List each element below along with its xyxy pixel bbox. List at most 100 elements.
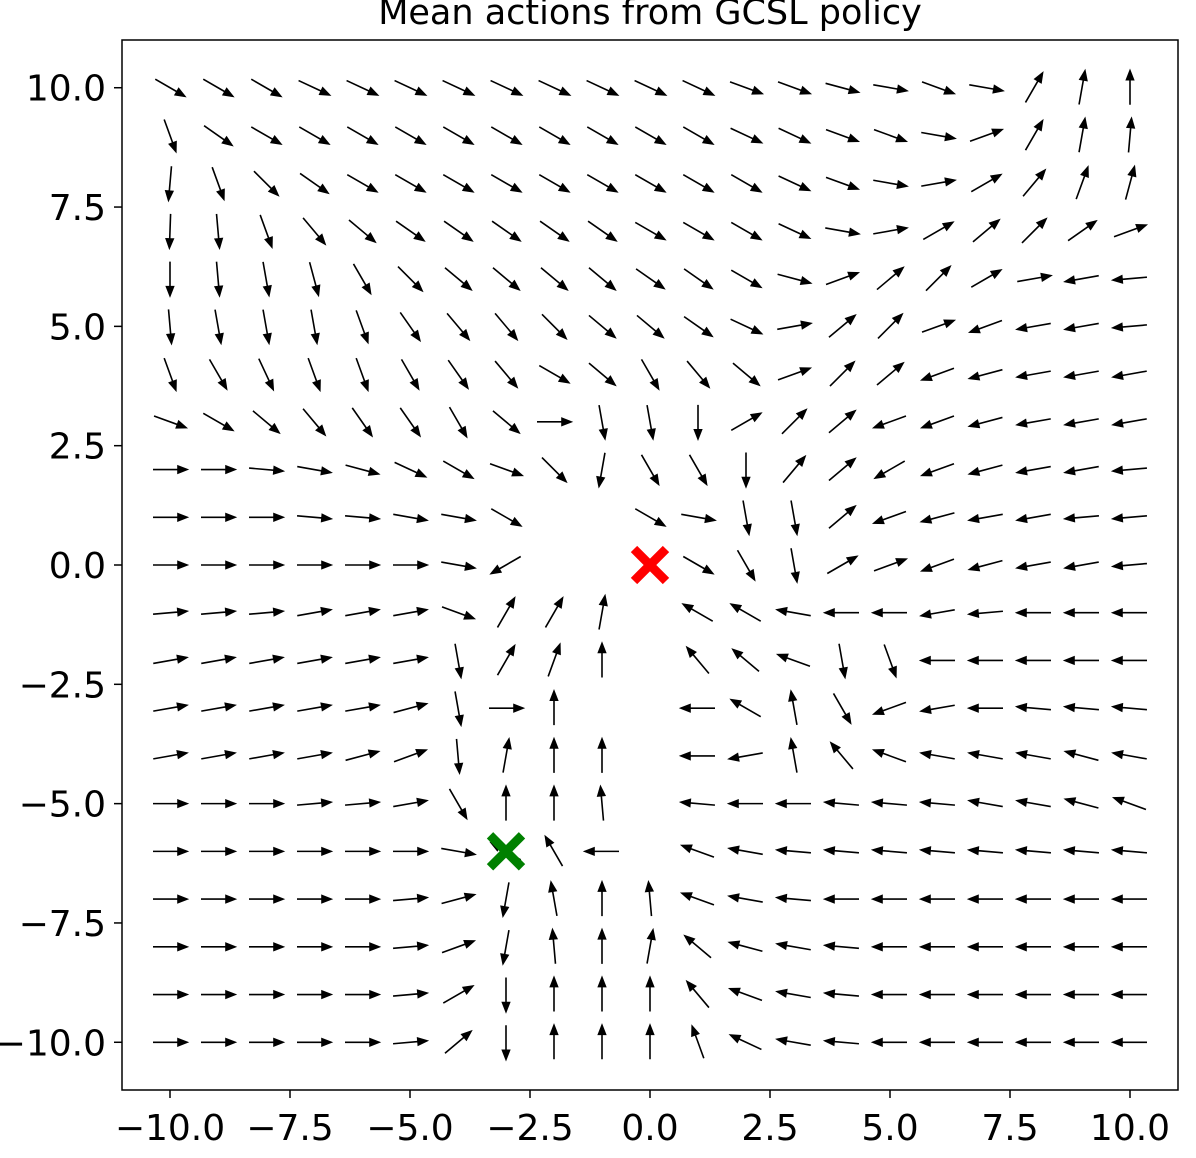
arrow — [249, 989, 286, 1000]
arrow — [686, 360, 711, 389]
arrow — [825, 271, 861, 286]
arrow — [201, 846, 238, 857]
arrow — [873, 558, 909, 572]
arrow — [441, 513, 477, 524]
arrow — [775, 988, 811, 999]
arrow — [1062, 702, 1100, 713]
arrow — [297, 846, 334, 857]
arrow — [208, 358, 228, 391]
arrow — [596, 784, 607, 821]
arrow — [685, 979, 710, 1009]
x-tick-label: 2.5 — [741, 1108, 798, 1149]
arrow — [201, 894, 238, 904]
arrow — [634, 221, 667, 241]
arrow — [262, 309, 272, 346]
arrow — [297, 750, 333, 760]
arrow — [597, 927, 607, 964]
x-tick-label: −7.5 — [246, 1108, 333, 1149]
arrow — [597, 975, 607, 1012]
arrow — [790, 548, 800, 584]
arrow — [443, 220, 474, 242]
arrow — [1125, 116, 1136, 153]
arrow — [500, 882, 510, 919]
arrow — [297, 560, 334, 570]
arrow — [544, 834, 564, 867]
arrow — [918, 1037, 955, 1047]
arrow — [597, 1023, 607, 1060]
arrow — [394, 79, 428, 96]
x-tick-label: −2.5 — [486, 1108, 573, 1149]
arrow — [441, 606, 477, 620]
arrow — [446, 312, 471, 342]
arrow — [1110, 894, 1147, 904]
arrow — [348, 219, 377, 244]
arrow — [1015, 797, 1051, 808]
arrow — [1024, 71, 1044, 103]
arrow — [1110, 513, 1148, 523]
arrow — [635, 268, 666, 290]
arrow — [165, 261, 175, 298]
x-tick-label: 10.0 — [1090, 1108, 1170, 1149]
arrow — [966, 894, 1003, 904]
arrow — [829, 741, 854, 770]
arrow — [683, 934, 712, 959]
arrow — [202, 412, 235, 432]
arrow — [729, 81, 765, 95]
arrow — [201, 942, 238, 952]
arrow — [302, 217, 327, 246]
arrow — [492, 410, 521, 435]
arrow — [250, 126, 283, 146]
arrow — [596, 452, 606, 489]
arrow — [582, 846, 619, 857]
arrow — [966, 1037, 1003, 1047]
arrow — [598, 593, 608, 630]
arrow — [549, 1023, 559, 1060]
arrow — [777, 81, 813, 95]
arrow — [736, 549, 756, 582]
arrow — [153, 1037, 190, 1047]
arrow — [165, 309, 176, 346]
arrow — [871, 749, 907, 763]
arrow — [249, 846, 286, 857]
arrow — [345, 846, 382, 857]
arrow — [1024, 118, 1044, 151]
arrow — [586, 126, 619, 146]
arrow — [489, 555, 522, 575]
arrow — [969, 128, 1005, 143]
arrow — [1015, 418, 1051, 428]
arrow — [393, 513, 429, 524]
arrow — [1063, 561, 1099, 571]
arrow — [392, 1036, 430, 1047]
arrow — [442, 173, 475, 193]
arrow — [538, 126, 571, 146]
arrow — [345, 894, 382, 904]
arrow — [730, 269, 763, 289]
arrow — [727, 893, 763, 903]
arrow — [822, 846, 860, 856]
arrow — [496, 643, 516, 676]
arrow — [876, 266, 905, 291]
arrow — [778, 127, 812, 144]
arrow — [775, 940, 811, 951]
arrow — [444, 267, 473, 291]
arrow — [832, 693, 852, 725]
arrow — [825, 128, 861, 143]
arrow — [1014, 608, 1051, 618]
arrow — [921, 319, 957, 333]
arrow — [248, 465, 286, 475]
arrow — [297, 1037, 334, 1047]
arrow — [164, 166, 175, 203]
arrow — [640, 358, 660, 391]
arrow — [201, 702, 237, 712]
arrow — [871, 510, 907, 525]
arrow — [393, 606, 429, 617]
arrow — [211, 166, 225, 202]
arrow — [1063, 322, 1099, 333]
arrow — [1111, 796, 1147, 811]
arrow — [883, 644, 897, 679]
arrow — [213, 213, 224, 251]
arrow — [538, 173, 571, 193]
arrow — [727, 987, 763, 1002]
arrow — [393, 749, 429, 763]
